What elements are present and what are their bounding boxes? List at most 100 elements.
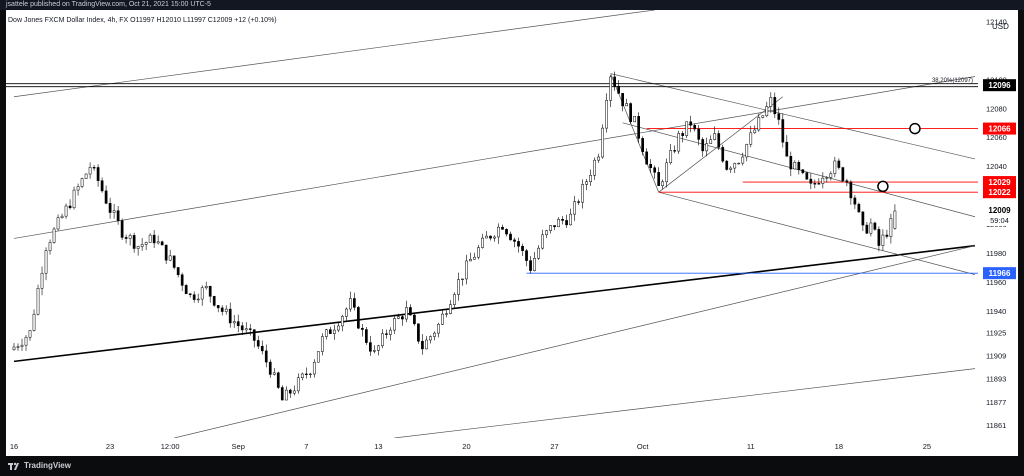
channel-upper[interactable] (13, 76, 976, 239)
candle-up (833, 160, 837, 174)
level-12029-label-bg[interactable] (983, 176, 1016, 189)
candle-down (328, 329, 332, 334)
candle-up (76, 186, 80, 191)
candle-down (276, 372, 280, 388)
x-tick-label: Sep (232, 442, 245, 451)
candle-up (324, 329, 328, 337)
candle-down (673, 150, 677, 152)
candle-down (529, 260, 532, 271)
candle-down (264, 350, 268, 363)
candle-up (745, 144, 749, 158)
candle-up (60, 215, 64, 218)
candle-up (20, 344, 24, 347)
level-12096-label-bg[interactable] (983, 79, 1016, 92)
candle-up (48, 242, 52, 251)
candle-down (417, 323, 420, 342)
target-circle-lower[interactable] (877, 180, 889, 193)
candle-down (176, 267, 180, 276)
chart-area[interactable] (6, 10, 978, 438)
time-axis[interactable] (6, 438, 1018, 457)
footer-bar: TradingView (0, 456, 1024, 476)
candle-down (192, 294, 196, 300)
candle-down (513, 239, 516, 242)
candle-up (481, 237, 484, 248)
current-price-label-bg[interactable] (983, 203, 1016, 226)
candle-up (389, 329, 392, 335)
candle-down (489, 235, 492, 239)
candles-layer (12, 71, 897, 401)
candle-down (873, 222, 877, 230)
candle-up (56, 217, 60, 230)
candle-down (280, 387, 284, 401)
main-support[interactable] (13, 244, 976, 363)
candle-up (661, 181, 665, 186)
candle-down (621, 93, 624, 107)
candle-down (260, 345, 264, 352)
candle-down (96, 167, 100, 181)
candle-up (44, 250, 48, 274)
candle-up (633, 116, 636, 123)
target-circle-upper[interactable] (909, 122, 921, 135)
candle-up (449, 304, 452, 314)
x-tick-label: 20 (462, 442, 470, 451)
channel-top-far[interactable] (13, 10, 655, 98)
rise-diag[interactable] (658, 96, 784, 193)
candle-down (505, 229, 508, 235)
candle-up (557, 219, 560, 228)
candle-down (252, 329, 256, 341)
level-12066-label-bg[interactable] (983, 122, 1016, 135)
candle-down (789, 156, 793, 170)
candle-down (521, 245, 524, 251)
candle-up (320, 336, 324, 352)
fib-annotation: 38.20%(12097) (932, 78, 973, 84)
candle-up (148, 234, 152, 243)
candle-down (357, 307, 360, 329)
candle-down (361, 327, 364, 330)
candle-down (645, 151, 649, 165)
candle-up (84, 173, 88, 179)
candle-down (68, 205, 72, 209)
candle-up (72, 189, 76, 209)
candle-down (725, 160, 729, 170)
candle-up (224, 308, 228, 312)
candle-down (565, 220, 568, 226)
candle-up (893, 210, 897, 229)
level-12022-label-bg[interactable] (983, 186, 1016, 199)
candle-up (40, 272, 44, 289)
candle-down (256, 340, 260, 347)
candle-down (152, 234, 156, 244)
y-tick-label: 11980 (986, 249, 1006, 258)
candle-up (64, 205, 68, 217)
currency-label[interactable]: USD (992, 22, 1009, 31)
lower-channel[interactable] (174, 245, 976, 438)
lower-far[interactable] (394, 368, 976, 438)
candle-down (849, 181, 853, 199)
candle-down (637, 116, 641, 139)
desc-lower[interactable] (658, 191, 976, 275)
candle-up (625, 103, 628, 107)
x-tick-label: 12:00 (161, 442, 180, 451)
candle-down (353, 298, 356, 308)
candle-up (308, 373, 312, 376)
candle-up (593, 159, 596, 176)
candle-down (120, 220, 124, 238)
candle-down (773, 97, 777, 115)
candle-up (821, 177, 825, 184)
candle-up (733, 163, 737, 169)
candle-up (284, 389, 288, 401)
desc-upper[interactable] (610, 73, 976, 160)
candle-down (785, 141, 789, 157)
candle-up (485, 235, 488, 239)
level-11966-label-bg[interactable] (983, 267, 1016, 280)
candle-down (288, 389, 292, 394)
candle-up (168, 255, 172, 261)
candle-up (381, 333, 384, 347)
candle-up (52, 228, 56, 243)
y-tick-label: 11925 (986, 328, 1006, 337)
candle-down (248, 328, 252, 330)
x-tick-label: 7 (304, 442, 308, 451)
candle-down (100, 180, 104, 192)
trendlines-layer (13, 10, 976, 438)
candle-up (28, 330, 32, 338)
